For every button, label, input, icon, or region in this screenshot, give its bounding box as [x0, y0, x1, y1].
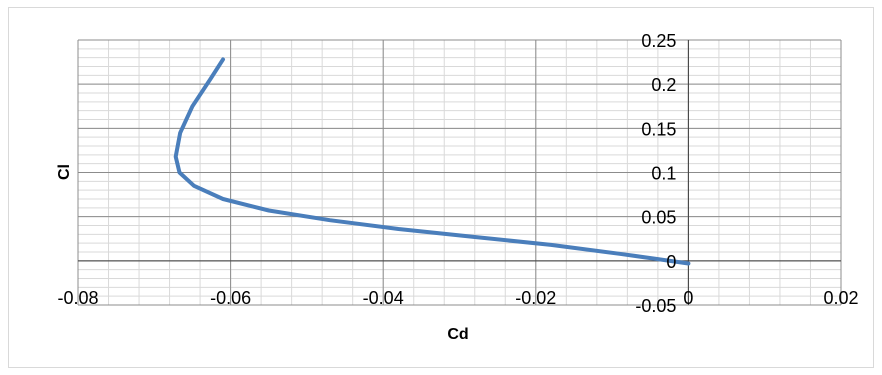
x-tick-label: -0.04 [363, 288, 404, 308]
series-group [176, 59, 689, 263]
major-gridlines [78, 40, 841, 305]
y-axis-title: Cl [56, 164, 73, 180]
x-tick-label: 0.02 [823, 288, 858, 308]
x-tick-label: -0.08 [57, 288, 98, 308]
x-tick-label: -0.02 [515, 288, 556, 308]
y-tick-label: 0.1 [651, 164, 676, 184]
y-tick-labels: -0.05 0 0.05 0.1 0.15 0.2 0.25 [635, 31, 676, 316]
x-tick-label: 0 [683, 288, 693, 308]
x-tick-label: -0.06 [210, 288, 251, 308]
series-line-0 [176, 59, 689, 263]
y-tick-label: 0 [666, 252, 676, 272]
x-axis-title: Cd [447, 326, 468, 343]
y-tick-label: 0.25 [641, 31, 676, 51]
y-tick-label: 0.05 [641, 208, 676, 228]
y-tick-label: -0.05 [635, 296, 676, 316]
y-tick-label: 0.15 [641, 119, 676, 139]
y-tick-label: 0.2 [651, 75, 676, 95]
